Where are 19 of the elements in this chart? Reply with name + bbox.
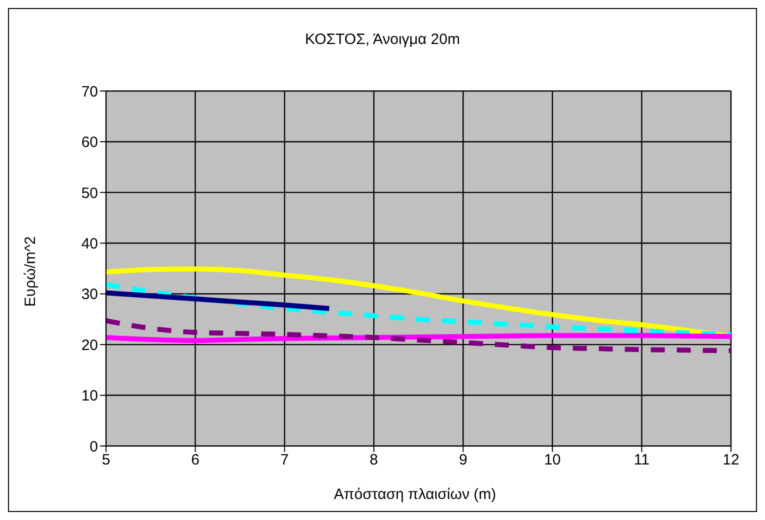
y-tick-label: 10 [81,388,98,405]
y-tick-label: 30 [81,286,98,304]
x-tick-label: 8 [370,452,378,469]
y-axis-title: Ευρώ/m^2 [22,236,38,307]
x-tick-label: 10 [544,452,561,469]
y-tick-label: 0 [90,438,98,456]
y-tick-label: 60 [81,134,98,152]
y-tick-label: 20 [81,336,98,354]
x-tick-label: 11 [634,452,650,469]
y-tick-label: 40 [81,235,98,252]
x-tick-label: 12 [722,452,740,469]
y-tick-label: 70 [81,83,98,100]
x-tick-label: 6 [191,452,200,469]
y-tick-label: 50 [81,184,98,202]
x-tick-label: 5 [102,452,110,469]
x-tick-label: 7 [280,452,289,469]
chart-title: ΚΟΣΤΟΣ, Άνοιγμα 20m [304,31,461,48]
x-tick-label: 9 [458,452,468,469]
x-axis-title: Απόσταση πλαισίων (m) [332,486,498,503]
